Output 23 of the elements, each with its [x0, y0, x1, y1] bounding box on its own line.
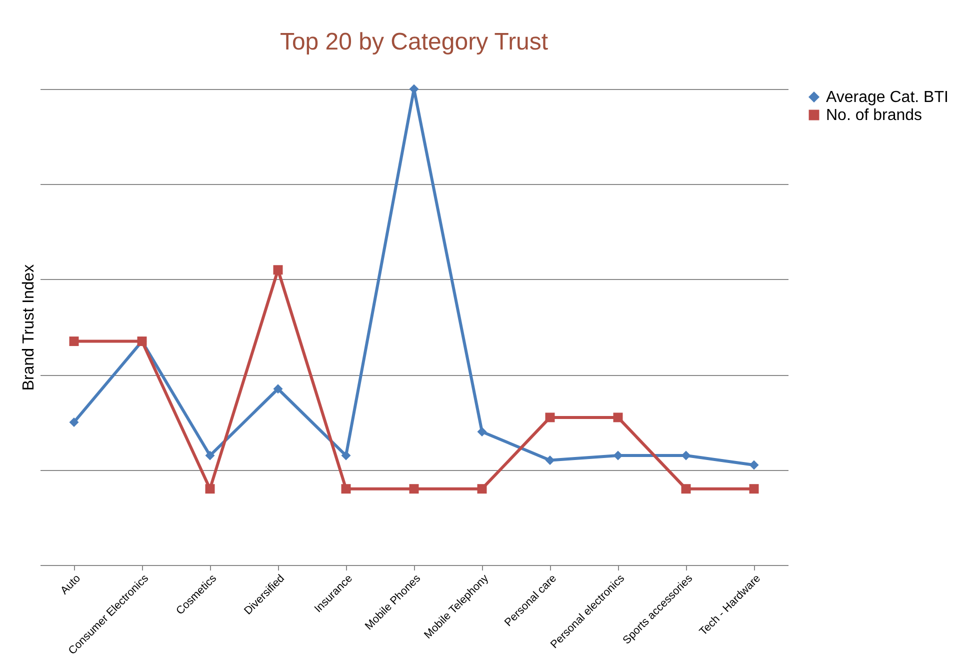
legend-label: Average Cat. BTI [826, 89, 948, 106]
point [273, 384, 283, 394]
point [205, 484, 215, 494]
point [681, 484, 691, 494]
legend-label: No. of brands [826, 107, 922, 124]
point [613, 412, 623, 422]
point [477, 484, 487, 494]
point [749, 460, 759, 470]
point [613, 450, 623, 460]
point [477, 426, 487, 436]
point [69, 417, 79, 427]
point [409, 484, 419, 494]
point [341, 450, 351, 460]
point [205, 450, 215, 460]
point [749, 484, 759, 494]
point [69, 336, 79, 346]
point [545, 456, 555, 466]
point [273, 265, 283, 275]
point [681, 450, 691, 460]
point [545, 412, 555, 422]
y-axis-title: Brand Trust Index [20, 264, 38, 391]
chart-title: Top 20 by Category Trust [280, 28, 548, 56]
point [341, 484, 351, 494]
